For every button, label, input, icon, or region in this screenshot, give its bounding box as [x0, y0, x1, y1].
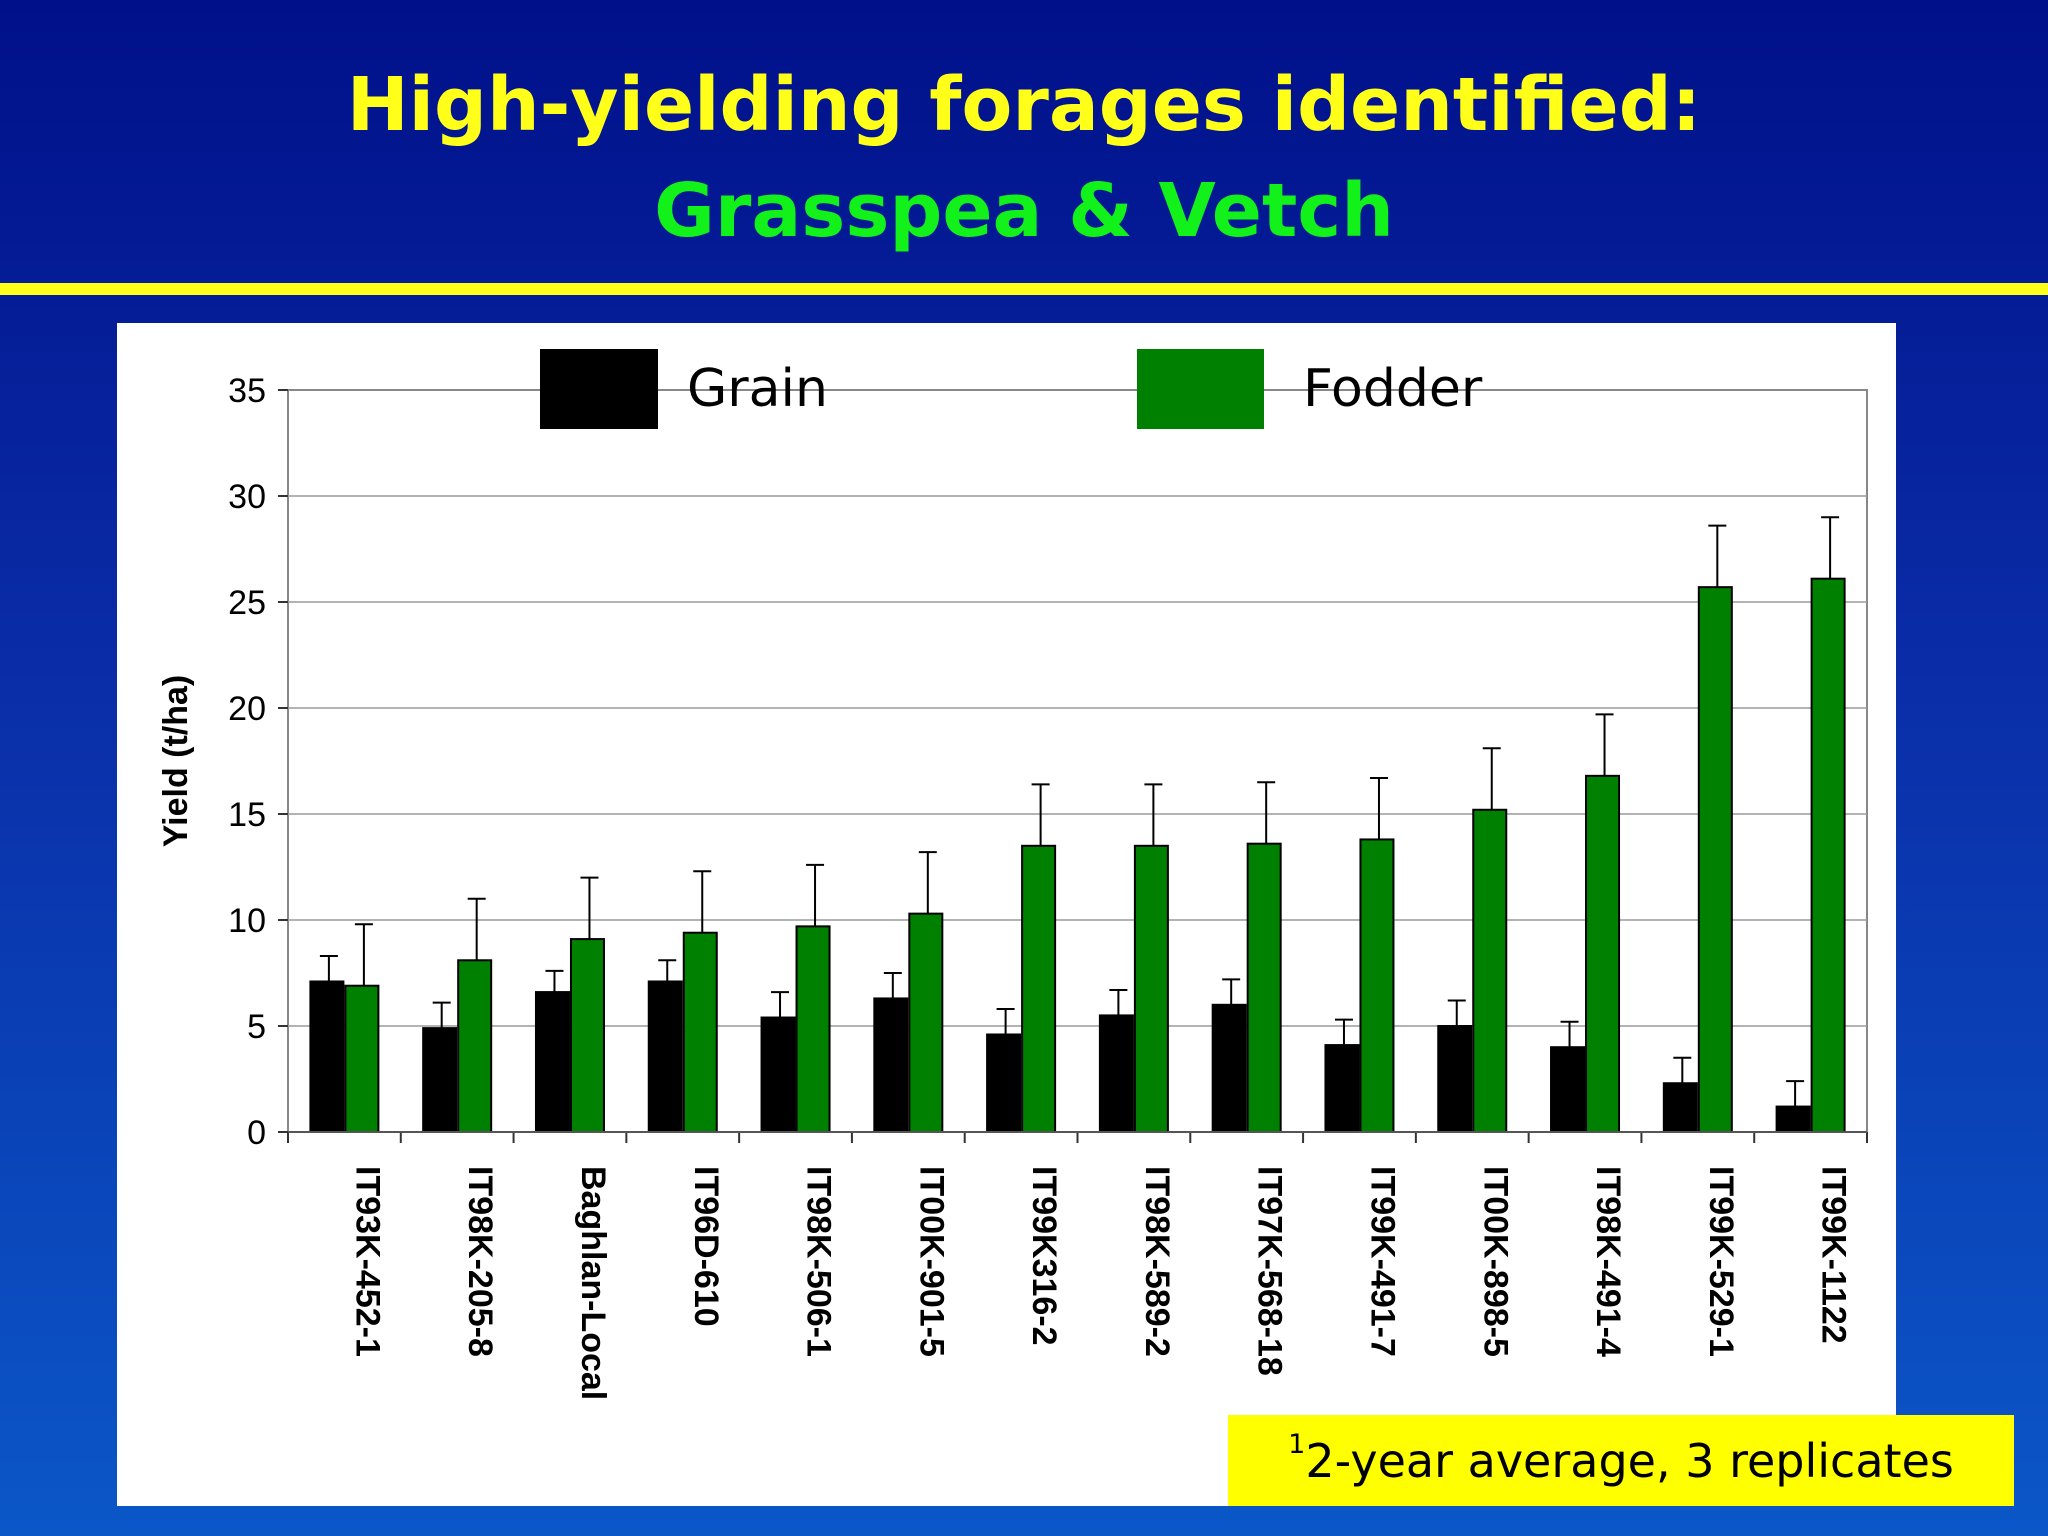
fodder-bar	[908, 912, 944, 1134]
legend-swatch-grain	[540, 349, 658, 429]
grain-bar	[1324, 1044, 1360, 1134]
fodder-bar	[569, 938, 605, 1134]
grain-bar	[422, 1027, 458, 1133]
grain-bar	[1550, 1046, 1586, 1134]
y-tick-label: 0	[247, 1114, 266, 1152]
x-tick-label: IT99K-1122	[1815, 1166, 1853, 1344]
grain-bar	[760, 1016, 796, 1134]
x-tick-label: IT96D-610	[687, 1166, 725, 1327]
y-tick-label: 35	[228, 372, 266, 410]
footnote-marker: 1	[1288, 1429, 1306, 1460]
x-tick-label: IT93K-452-1	[348, 1166, 386, 1357]
x-tick-label: IT99K-529-1	[1702, 1166, 1740, 1357]
title-block: High-yielding forages identified: Grassp…	[0, 0, 2048, 283]
grain-bar	[647, 980, 683, 1133]
grain-bar	[1098, 1014, 1134, 1134]
grain-bar	[309, 980, 345, 1133]
y-tick-label: 25	[228, 584, 266, 622]
fodder-bar	[682, 931, 718, 1133]
y-tick-label: 20	[228, 690, 266, 728]
bar-chart: 0 5 10 15 20 25 30 35 Yield (t/ha) IT93K-452-1 IT9…	[157, 349, 1868, 1400]
fodder-bar	[1472, 808, 1508, 1133]
y-tick-label: 30	[228, 478, 266, 516]
fodder-bar	[1697, 586, 1733, 1134]
grain-bar	[1662, 1082, 1698, 1133]
legend-label-fodder: Fodder	[1303, 359, 1483, 419]
x-tick-label: IT98K-491-4	[1589, 1166, 1627, 1357]
grain-bar	[1775, 1105, 1811, 1133]
x-tick-label: IT98K-589-2	[1138, 1166, 1176, 1357]
fodder-bar	[1133, 844, 1169, 1133]
fodder-bar	[457, 959, 493, 1134]
fodder-bar	[1359, 838, 1395, 1133]
grain-bar	[534, 991, 570, 1134]
title-line-1: High-yielding forages identified:	[346, 62, 1702, 148]
footnote-box: 1 2-year average, 3 replicates	[1228, 1415, 2014, 1506]
y-tick-label: 15	[228, 796, 266, 834]
grain-bar	[873, 997, 909, 1133]
fodder-bar	[1021, 844, 1057, 1133]
x-tick-label: IT99K-491-7	[1363, 1166, 1401, 1357]
fodder-bar	[1810, 577, 1846, 1133]
grain-bar	[1437, 1025, 1473, 1133]
legend-label-grain: Grain	[687, 359, 828, 419]
footnote-text: 2-year average, 3 replicates	[1305, 1433, 1954, 1488]
title-line-2: Grasspea & Vetch	[654, 168, 1394, 254]
fodder-bar	[795, 925, 831, 1133]
chart-panel: 0 5 10 15 20 25 30 35 Yield (t/ha) IT93K-452-1 IT9…	[117, 323, 1896, 1506]
x-tick-label: IT00K-898-5	[1476, 1166, 1514, 1357]
x-tick-label: IT00K-901-5	[912, 1166, 950, 1357]
grain-bar	[986, 1033, 1022, 1133]
fodder-bar	[344, 984, 380, 1133]
legend-swatch-fodder	[1137, 349, 1264, 429]
x-tick-label: IT98K-506-1	[800, 1166, 838, 1357]
x-tick-label: IT99K316-2	[1025, 1166, 1063, 1346]
y-tick-label: 5	[247, 1008, 266, 1046]
y-axis-label: Yield (t/ha)	[157, 675, 195, 848]
x-tick-label: Baghlan-Local	[574, 1166, 612, 1400]
plot-frame	[287, 389, 1868, 1133]
fodder-bar	[1585, 774, 1621, 1133]
grain-bar	[1211, 1003, 1247, 1133]
x-tick-label: IT98K-205-8	[461, 1166, 499, 1357]
x-tick-label: IT97K-568-18	[1251, 1166, 1289, 1376]
title-divider	[0, 283, 2048, 295]
y-tick-label: 10	[228, 902, 266, 940]
fodder-bar	[1246, 842, 1282, 1133]
